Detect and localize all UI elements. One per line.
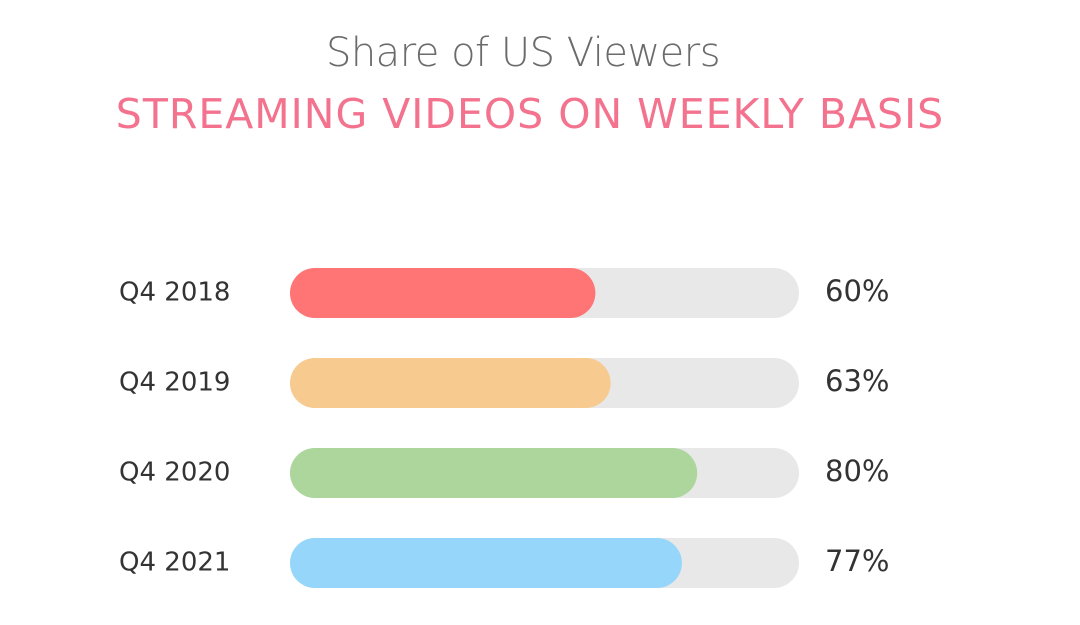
bar bbox=[290, 358, 611, 408]
category-label: Q4 2021 bbox=[119, 548, 230, 578]
chart-subtitle: STREAMING VIDEOS ON WEEKLY BASIS bbox=[115, 90, 945, 138]
value-label: 63% bbox=[825, 364, 889, 398]
value-label: 80% bbox=[825, 454, 889, 488]
category-label: Q4 2018 bbox=[119, 278, 230, 308]
chart-title: Share of US Viewers bbox=[325, 30, 721, 76]
value-label: 77% bbox=[825, 544, 889, 578]
category-label: Q4 2019 bbox=[119, 368, 230, 398]
bar bbox=[290, 538, 682, 588]
bar bbox=[290, 448, 698, 498]
category-label: Q4 2020 bbox=[119, 458, 230, 488]
value-label: 60% bbox=[825, 274, 889, 308]
bar bbox=[290, 268, 596, 318]
